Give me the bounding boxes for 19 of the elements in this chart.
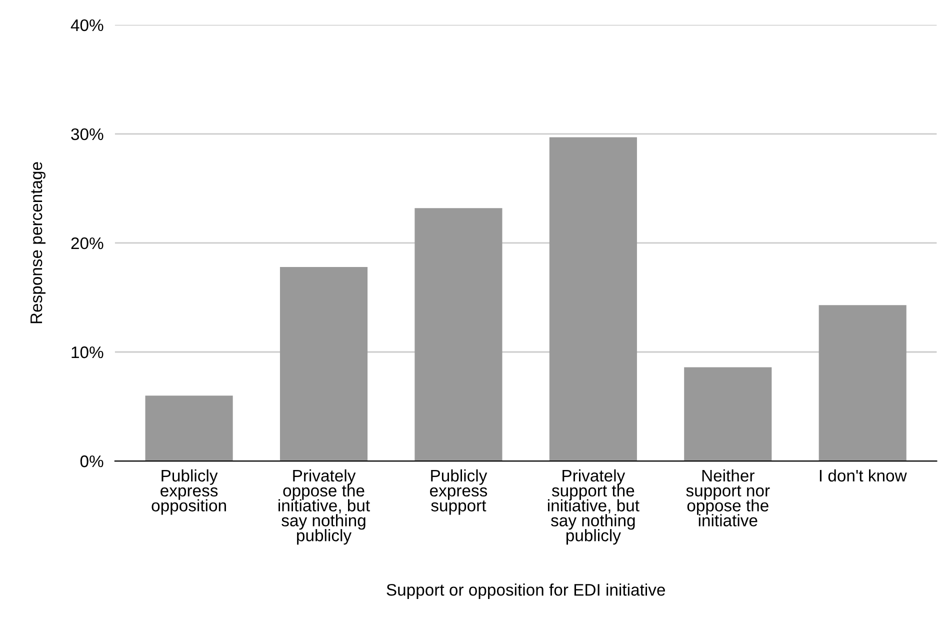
bar <box>414 208 502 462</box>
x-tick-label: Publicly express opposition <box>152 469 226 515</box>
y-tick-label: 10% <box>72 346 104 358</box>
y-tick-label: 20% <box>71 237 104 250</box>
x-tick-label: Privately support the initiative, but say nothing publicly <box>548 469 640 545</box>
bar <box>280 266 368 462</box>
x-tick-label: Publicly express support <box>430 469 488 515</box>
bar <box>684 367 772 462</box>
bar <box>549 137 637 462</box>
x-tick-label: Neither support nor oppose the initiative <box>686 469 770 526</box>
bar <box>818 305 906 462</box>
y-tick-label: 40% <box>70 19 104 32</box>
y-tick-label: 0% <box>80 455 104 468</box>
x-tick-label: I don't know <box>820 469 907 482</box>
y-tick-label: 30% <box>71 128 104 140</box>
bar <box>145 396 233 462</box>
x-tick-label: Privately oppose the initiative, but say nothing publicly <box>278 469 370 545</box>
y-axis-title: Response percentage <box>30 162 46 324</box>
x-axis-title: Support or opposition for EDI initiative <box>386 584 665 600</box>
